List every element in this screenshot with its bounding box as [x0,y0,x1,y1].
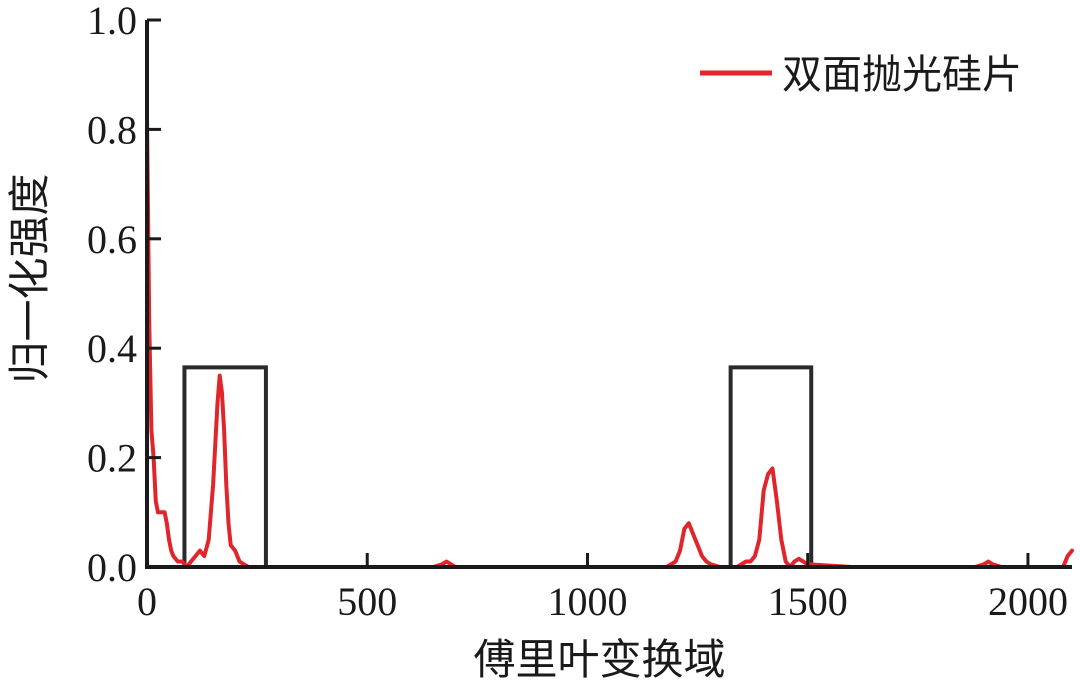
x-tick-label: 1500 [768,579,848,624]
legend: 双面抛光硅片 [700,52,1022,97]
legend-label: 双面抛光硅片 [782,52,1022,97]
axes [145,20,1072,569]
y-tick-label: 0.0 [87,545,137,590]
x-axis-title: 傅里叶变换域 [473,637,725,681]
y-tick-label: 1.0 [87,0,137,43]
x-axis-ticks: 0 500 1000 1500 2000 [137,553,1068,624]
x-tick-label: 500 [337,579,397,624]
y-tick-label: 0.4 [87,326,137,371]
annotation-boxes [182,365,814,567]
y-tick-label: 0.2 [87,436,137,481]
y-tick-label: 0.8 [87,107,137,152]
series-line-1 [145,116,1074,569]
x-tick-label: 0 [137,579,157,624]
x-tick-label: 2000 [988,579,1068,624]
y-axis-ticks: 0.0 0.2 0.4 0.6 0.8 1.0 [87,0,161,590]
annotation-box-1 [182,365,268,567]
y-axis-title: 归一化强度 [8,173,54,383]
annotation-box-2 [728,365,814,567]
x-tick-label: 1000 [547,579,627,624]
series-layer [145,116,1074,569]
y-tick-label: 0.6 [87,217,137,262]
